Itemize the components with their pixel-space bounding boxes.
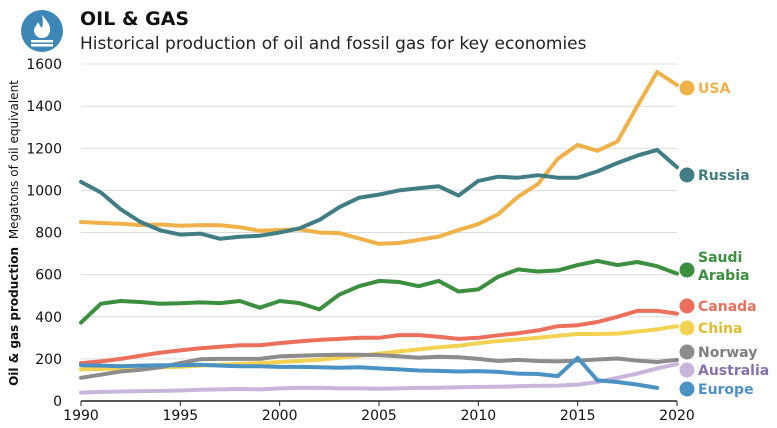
y-tick-label: 800 bbox=[35, 226, 62, 242]
flame-shape bbox=[34, 15, 51, 38]
sa-flag-icon bbox=[678, 261, 696, 279]
y-tick-label: 1000 bbox=[26, 183, 62, 199]
series-line-europe bbox=[79, 355, 660, 390]
series-label: Norway bbox=[698, 345, 757, 361]
series-line-china bbox=[79, 324, 679, 372]
eu-flag-icon bbox=[678, 380, 696, 398]
x-tick-label: 1990 bbox=[63, 408, 99, 424]
x-tick-label: 2005 bbox=[361, 408, 397, 424]
series-label: Australia bbox=[698, 363, 769, 379]
series-label: China bbox=[698, 321, 742, 337]
cn-flag-icon bbox=[678, 319, 696, 337]
series-label: Russia bbox=[698, 168, 750, 184]
y-axis-label-bold: Oil & gas production bbox=[7, 247, 21, 386]
series-line-russia bbox=[79, 147, 679, 241]
series-line-canada bbox=[79, 308, 679, 366]
series-line-australia bbox=[79, 362, 679, 395]
chart-title: OIL & GAS bbox=[80, 8, 189, 30]
series-label: USA bbox=[698, 81, 730, 97]
y-tick-label: 0 bbox=[53, 394, 62, 410]
x-tick-label: 2020 bbox=[659, 408, 695, 424]
y-tick-label: 400 bbox=[35, 310, 62, 326]
y-axis-label-unit: Megatons of oil equivalent bbox=[7, 80, 21, 239]
au-flag-icon bbox=[678, 361, 696, 379]
series-line-saudi-arabia bbox=[79, 258, 679, 325]
x-tick-label: 1995 bbox=[163, 408, 199, 424]
axes: 0 200 400 600 800 1000 1200 1400 1600 1990 1995 200… bbox=[26, 57, 694, 424]
series-label: Europe bbox=[698, 382, 754, 398]
series-label: Canada bbox=[698, 299, 757, 315]
y-tick-label: 600 bbox=[35, 268, 62, 284]
y-tick-label: 200 bbox=[35, 352, 62, 368]
burner-line-bottom bbox=[31, 44, 53, 47]
y-tick-label: 1400 bbox=[26, 99, 62, 115]
x-tick-label: 2000 bbox=[262, 408, 298, 424]
burner-line-top bbox=[31, 40, 53, 43]
no-flag-icon bbox=[678, 343, 696, 361]
ca-flag-icon bbox=[678, 297, 696, 315]
series-line-usa bbox=[79, 70, 679, 246]
series-labels: USA Russia Saudi Arabia Canada China Norway Aus… bbox=[678, 79, 769, 398]
y-tick-label: 1600 bbox=[26, 57, 62, 73]
y-tick-label: 1200 bbox=[26, 141, 62, 157]
x-tick-label: 2015 bbox=[560, 408, 596, 424]
series-label: Saudi Arabia bbox=[698, 250, 749, 284]
gridlines bbox=[81, 63, 677, 360]
us-flag-icon bbox=[678, 79, 696, 97]
y-axis-label: Oil & gas production Megatons of oil equ… bbox=[7, 80, 21, 386]
header: OIL & GAS Historical production of oil a… bbox=[21, 8, 587, 54]
ru-flag-icon bbox=[678, 166, 696, 184]
x-tick-label: 2010 bbox=[461, 408, 497, 424]
chart-subtitle: Historical production of oil and fossil … bbox=[80, 34, 587, 54]
series-lines bbox=[79, 70, 679, 395]
